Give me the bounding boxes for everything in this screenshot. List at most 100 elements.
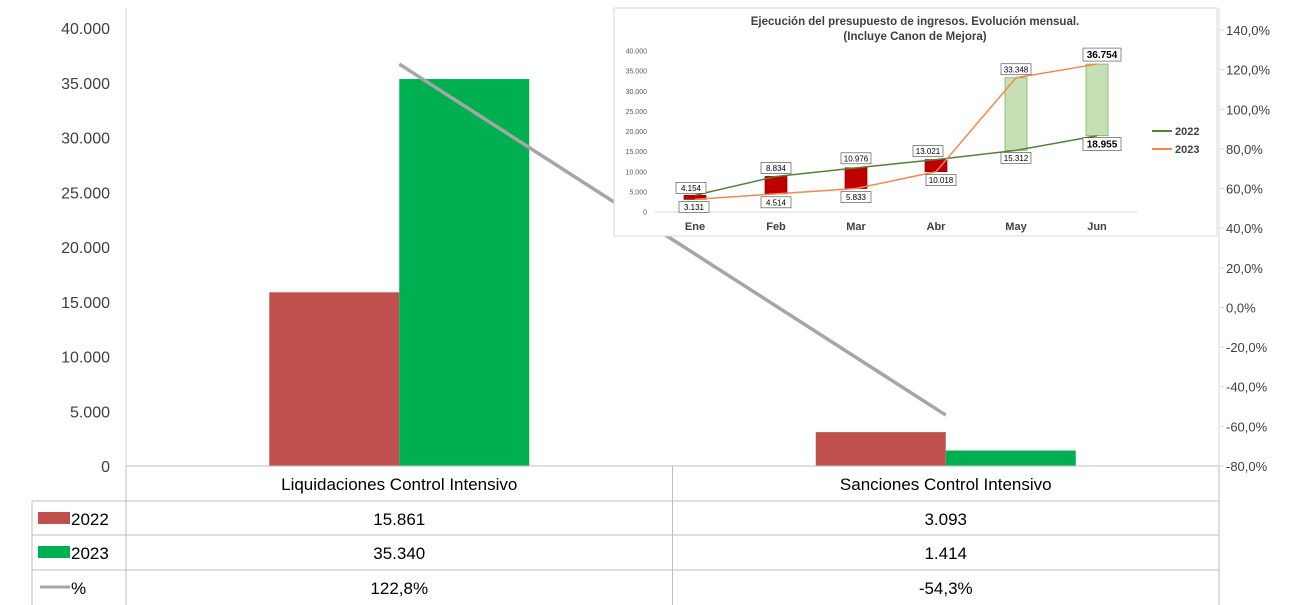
y-tick-label: 5.000 xyxy=(70,404,110,421)
inset-data-label: 10.018 xyxy=(929,176,954,185)
inset-legend: 2022 2023 xyxy=(1152,126,1199,156)
inset-axes: 0 5.000 10.000 15.000 20.000 25.000 30.000 35.0… xyxy=(626,49,1137,233)
inset-data-label: 15.312 xyxy=(1004,154,1029,163)
table-cell: 122,8% xyxy=(370,579,428,598)
inset-data-label-box xyxy=(840,191,872,203)
legend-label-%: % xyxy=(71,579,86,598)
y2-tick-label: -60,0% xyxy=(1226,419,1268,434)
inset-data-label: 3.131 xyxy=(684,203,705,212)
y2-tick-label: 0,0% xyxy=(1226,300,1256,315)
inset-x-tick-label: Jun xyxy=(1087,221,1107,233)
inset-legend-label-2023: 2023 xyxy=(1175,144,1199,156)
y-tick-label: 0 xyxy=(101,459,110,476)
y2-tick-label: 20,0% xyxy=(1226,261,1263,276)
inset-data-label: 4.514 xyxy=(766,198,787,207)
inset-y-tick-label: 20.000 xyxy=(626,129,648,136)
inset-y-tick-label: 5.000 xyxy=(629,189,647,196)
legend-key-2023 xyxy=(38,546,70,558)
y-tick-label: 30.000 xyxy=(61,131,110,148)
inset-y-tick-label: 15.000 xyxy=(626,149,648,156)
bar-2022-sanciones xyxy=(815,432,946,466)
inset-y-tick-label: 0 xyxy=(643,210,647,217)
bar-2023-sanciones xyxy=(945,450,1076,466)
y2-tick-label: -80,0% xyxy=(1226,459,1268,474)
table-cell: 35.340 xyxy=(373,544,425,563)
bar-2023-liquidaciones xyxy=(399,79,530,466)
inset-up-bar xyxy=(1004,77,1028,151)
inset-data-label-box xyxy=(760,196,792,209)
y2-tick-label: 40,0% xyxy=(1226,221,1263,236)
inset-y-tick-label: 40.000 xyxy=(626,49,648,56)
inset-x-tick-label: Abr xyxy=(927,221,947,233)
inset-data-label: 33.348 xyxy=(1004,65,1029,74)
inset-up-bar xyxy=(1085,63,1109,137)
percent-series-line xyxy=(398,62,947,417)
y2-tick-label: 120,0% xyxy=(1226,63,1271,78)
inset-subtitle: (Incluye Canon de Mejora) xyxy=(843,31,986,43)
inset-y-tick-label: 25.000 xyxy=(626,109,648,116)
y2-tick-label: 80,0% xyxy=(1226,142,1263,157)
inset-series-line-2022 xyxy=(694,134,1098,197)
inset-data-label-box xyxy=(675,181,707,194)
y2-tick-label: -40,0% xyxy=(1226,380,1268,395)
inset-data-label-box xyxy=(678,201,710,213)
inset-x-tick-label: Mar xyxy=(846,221,866,233)
y2-tick-label: 100,0% xyxy=(1226,102,1271,117)
inset-data-label-box xyxy=(1082,47,1122,62)
inset-data-label: 18.955 xyxy=(1087,140,1118,151)
inset-x-tick-label: May xyxy=(1005,221,1027,233)
y-tick-label: 25.000 xyxy=(61,185,110,202)
legend-label-2023: 2023 xyxy=(71,544,109,563)
table-cell: 15.861 xyxy=(373,510,425,529)
inset-data-label: 13.021 xyxy=(916,147,941,156)
inset-data-label-box xyxy=(925,174,957,186)
main-bars xyxy=(269,79,1076,466)
inset-legend-label-2022: 2022 xyxy=(1175,126,1199,138)
inset-data-label-box xyxy=(840,152,872,165)
inset-data-label-box xyxy=(1082,137,1122,152)
legend-label-2022: 2022 xyxy=(71,510,109,529)
y-tick-label: 10.000 xyxy=(61,350,110,367)
table-cell: 1.414 xyxy=(924,544,967,563)
table-header-cell: Liquidaciones Control Intensivo xyxy=(281,475,517,494)
data-table: Liquidaciones Control Intensivo 15.861 35.… xyxy=(31,465,1220,605)
y2-tick-label: 60,0% xyxy=(1226,182,1263,197)
y2-tick-label: -20,0% xyxy=(1226,340,1268,355)
inset-x-tick-label: Ene xyxy=(685,221,705,233)
inset-data-label: 4.154 xyxy=(681,184,702,193)
inset-data-label-box xyxy=(760,162,792,174)
y2-tick-label: 140,0% xyxy=(1226,23,1271,38)
legend-key-2022 xyxy=(38,512,70,524)
table-cell: 3.093 xyxy=(924,510,967,529)
table-header-cell: Sanciones Control Intensivo xyxy=(840,475,1052,494)
inset-title: Ejecución del presupuesto de ingresos. E… xyxy=(751,16,1079,28)
inset-chart: Ejecución del presupuesto de ingresos. E… xyxy=(613,7,1218,237)
inset-y-tick-label: 30.000 xyxy=(626,89,648,96)
inset-data-label: 5.833 xyxy=(846,193,867,202)
inset-updown-bars xyxy=(683,63,1109,200)
inset-data-label: 36.754 xyxy=(1087,50,1118,61)
inset-y-tick-label: 10.000 xyxy=(626,169,648,176)
inset-down-bar xyxy=(924,159,948,173)
inset-down-bar xyxy=(764,176,788,195)
bar-2022-liquidaciones xyxy=(269,292,400,466)
inset-x-tick-label: Feb xyxy=(766,221,786,233)
inset-data-label-box xyxy=(912,145,944,157)
y-tick-label: 35.000 xyxy=(61,76,110,93)
inset-y-tick-label: 35.000 xyxy=(626,69,648,76)
inset-data-labels: 4.154 8.834 10.976 13.021 15.312 18.955 3.131 4… xyxy=(675,47,1122,213)
inset-data-label: 10.976 xyxy=(844,154,869,163)
table-cell: -54,3% xyxy=(919,579,973,598)
inset-data-label: 8.834 xyxy=(766,164,787,173)
inset-data-label-box xyxy=(1000,63,1032,76)
main-axes: 0 5.000 10.000 15.000 20.000 25.000 30.000 35.0… xyxy=(61,8,1271,476)
percent-line xyxy=(398,62,947,417)
inset-lines xyxy=(694,63,1098,201)
y-tick-label: 20.000 xyxy=(61,240,110,257)
inset-down-bar xyxy=(844,167,868,189)
y-tick-label: 40.000 xyxy=(61,21,110,38)
y-tick-label: 15.000 xyxy=(61,295,110,312)
inset-series-line-2023 xyxy=(694,63,1098,201)
inset-data-label-box xyxy=(1000,152,1032,164)
